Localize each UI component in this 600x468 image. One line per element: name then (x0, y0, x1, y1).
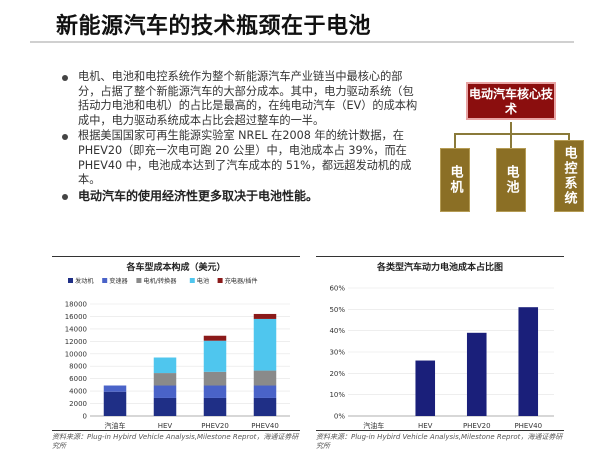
bullet-item-cost-structure: 电机、电池和电控系统作为整个新能源汽车产业链当中最核心的部分，占据了整个新能源汽… (60, 70, 420, 128)
legend-label: 变速器 (109, 277, 128, 285)
cost-structure-svg: 发动机 变速器 电机/转换器 电池 充电器/插件 0 2000 4000 6000 8000 100… (65, 277, 290, 430)
bar-segment (203, 371, 227, 386)
chart-top-rule (316, 256, 564, 257)
tree-child-motor: 电机 (440, 148, 470, 212)
y-tick-label: 6000 (69, 375, 87, 383)
y-tick-label: 8000 (69, 363, 87, 371)
chart-source: 资料来源：Plug-in Hybird Vehicle Analysis,Mil… (316, 433, 563, 450)
bar (466, 332, 487, 416)
tree-connector (510, 133, 512, 148)
chart-bottom-rule (52, 430, 300, 431)
bar-segment (253, 313, 277, 319)
tree-child-control: 电控系统 (554, 140, 584, 212)
legend-swatch (217, 278, 223, 283)
x-tick-label: PHEV40 (251, 422, 279, 430)
x-tick-label: 汽油车 (105, 421, 126, 430)
bullet-text: 电机、电池和电控系统作为整个新能源汽车产业链当中最核心的部分，占据了整个新能源汽… (78, 70, 418, 127)
bullet-dot-icon (62, 134, 68, 141)
chart-source: 资料来源：Plug-in Hybird Vehicle Analysis,Mil… (52, 433, 299, 450)
legend-swatch (68, 278, 73, 283)
y-tick-label: 10000 (65, 350, 87, 358)
legend-swatch (136, 278, 142, 283)
tree-child-label: 电池 (503, 165, 519, 195)
bullet-item-conclusion: 电动汽车的使用经济性更多取决于电池性能。 (60, 189, 420, 204)
bar (415, 360, 436, 416)
tree-child-battery: 电池 (496, 148, 526, 212)
chart-title: 各车型成本构成（美元） (126, 263, 226, 273)
cost-structure-chart: 各车型成本构成（美元） 发动机 变速器 电机/转换器 电池 充电器/插件 0 2000 400… (52, 256, 300, 452)
tree-connector (454, 133, 570, 135)
bar (518, 307, 539, 416)
y-tick-label: 20% (329, 370, 345, 378)
bar-segment (253, 385, 277, 398)
y-tick-label: 30% (329, 349, 345, 357)
tree-connector (568, 133, 570, 141)
bullet-dot-icon (62, 193, 68, 200)
tree-connector (510, 122, 512, 134)
legend-label: 电池 (197, 277, 209, 285)
tree-child-label: 电机 (447, 165, 463, 195)
y-tick-label: 50% (329, 306, 345, 314)
legend-label: 发动机 (75, 277, 94, 285)
tree-child-label: 电控系统 (561, 146, 577, 206)
y-tick-label: 16000 (65, 313, 87, 321)
legend-label: 电机/转换器 (143, 277, 177, 285)
bar-segment (153, 385, 177, 398)
bullet-item-nrel-data: 根据美国国家可再生能源实验室 NREL 在2008 年的统计数据，在 PHEV2… (60, 129, 420, 187)
x-tick-label: PHEV40 (514, 422, 542, 430)
bullet-text: 根据美国国家可再生能源实验室 NREL 在2008 年的统计数据，在 PHEV2… (78, 129, 412, 187)
y-tick-label: 0 (83, 413, 87, 421)
bar-segment (253, 397, 277, 416)
bullet-dot-icon (62, 75, 68, 81)
legend-swatch (102, 278, 108, 283)
bar-segment (103, 385, 127, 392)
x-tick-label: HEV (418, 422, 433, 430)
bar-segment (153, 357, 177, 374)
y-tick-label: 60% (329, 285, 345, 293)
battery-share-chart: 各类型汽车动力电池成本占比图 0% 10% 20% 30% 40% 50% 60% 汽油车 HE… (316, 256, 564, 452)
y-tick-label: 2000 (69, 400, 87, 408)
y-tick-label: 14000 (65, 325, 87, 333)
x-tick-label: PHEV20 (463, 422, 491, 430)
chart-title: 各类型汽车动力电池成本占比图 (376, 263, 503, 273)
title-divider (30, 41, 574, 43)
page-title: 新能源汽车的技术瓶颈在于电池 (56, 14, 372, 39)
tree-connector (454, 133, 456, 148)
bar-segment (203, 335, 227, 341)
y-tick-label: 40% (329, 327, 345, 335)
bar-segment (203, 385, 227, 398)
chart-bottom-rule (316, 430, 564, 431)
x-tick-label: PHEV20 (201, 422, 229, 430)
y-tick-label: 12000 (65, 338, 87, 346)
bullet-list: 电机、电池和电控系统作为整个新能源汽车产业链当中最核心的部分，占据了整个新能源汽… (60, 70, 420, 204)
x-tick-label: 汽油车 (363, 421, 384, 430)
bar-segment (203, 397, 227, 416)
y-tick-label: 18000 (65, 301, 87, 309)
bullet-text: 电动汽车的使用经济性更多取决于电池性能。 (78, 188, 319, 203)
y-tick-label: 0% (334, 413, 345, 421)
bar-segment (103, 391, 127, 416)
battery-share-svg: 0% 10% 20% 30% 40% 50% 60% 汽油车 HEV PHEV20 PHEV40 (329, 285, 554, 430)
x-tick-label: HEV (158, 422, 173, 430)
bar-segment (203, 340, 227, 372)
legend-label: 充电器/插件 (225, 277, 258, 285)
bar-segment (153, 373, 177, 386)
y-tick-label: 4000 (69, 388, 87, 396)
bar-segment (153, 397, 177, 416)
bar-segment (253, 370, 277, 386)
tree-root-box: 电动汽车核心技术 (466, 82, 556, 120)
chart-top-rule (52, 256, 300, 257)
bar-segment (253, 318, 277, 371)
y-tick-label: 10% (329, 391, 345, 399)
legend-swatch (189, 278, 195, 283)
